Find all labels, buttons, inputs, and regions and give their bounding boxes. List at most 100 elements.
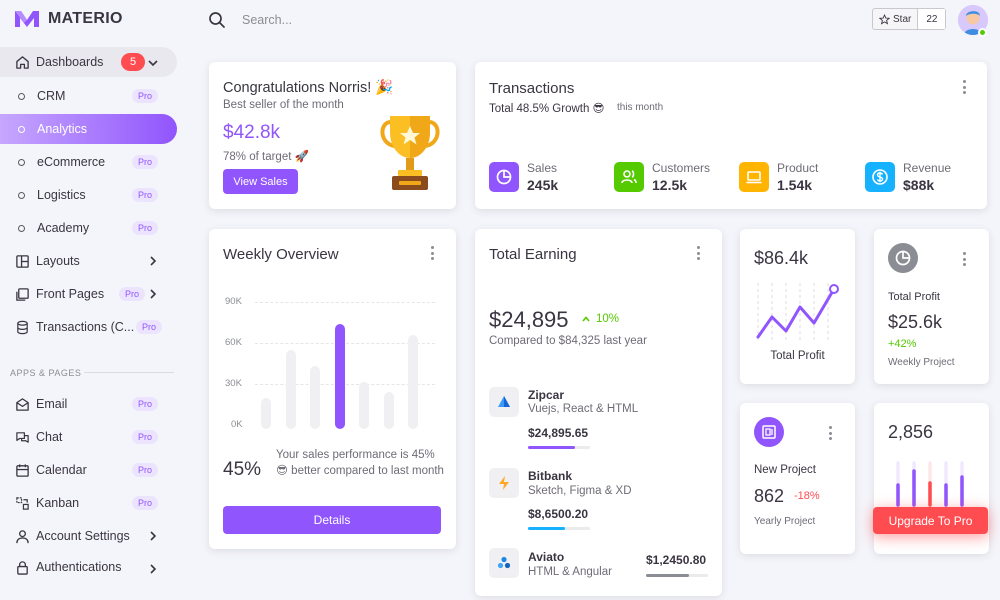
home-icon (14, 54, 30, 70)
sidebar-item-account-settings[interactable]: Account Settings (0, 521, 177, 551)
sidebar-item-transactions[interactable]: Transactions (C... Pro (0, 312, 177, 342)
trophy-icon (380, 116, 440, 190)
aviato-logo-icon (489, 548, 519, 578)
sidebar-item-label: CRM (37, 89, 66, 103)
sidebar-item-label: Chat (36, 430, 63, 444)
pro-badge: Pro (132, 430, 159, 444)
star-count[interactable]: 22 (917, 9, 946, 29)
section-divider (84, 372, 174, 373)
star-part[interactable]: Star (873, 9, 917, 29)
monitor-icon (746, 171, 762, 184)
stat-customers: Customers 12.5k (614, 161, 710, 193)
earning-item-sub: Sketch, Figma & XD (528, 485, 632, 497)
more-options-icon[interactable] (430, 246, 434, 260)
new-project-card: New Project 862 -18% Yearly Project (740, 403, 855, 554)
stat-product: Product 1.54k (739, 161, 818, 193)
transactions-period: this month (617, 102, 664, 113)
stat-label: Revenue (903, 161, 952, 175)
zipcar-logo-icon (489, 387, 519, 417)
brand[interactable]: MATERIO (14, 9, 123, 29)
sidebar-item-label: Calendar (36, 463, 87, 477)
stat-icon-box (865, 162, 895, 192)
weekly-bar (285, 350, 296, 429)
pro-badge: Pro (132, 221, 159, 235)
pro-badge: Pro (132, 188, 159, 202)
details-button[interactable]: Details (223, 506, 441, 534)
chevron-right-icon (150, 256, 157, 266)
stat-icon-box (614, 162, 644, 192)
pro-badge: Pro (136, 320, 163, 334)
sidebar-item-crm[interactable]: CRM Pro (0, 81, 177, 111)
sidebar-item-authentications[interactable]: Authentications (0, 554, 177, 580)
more-options-icon[interactable] (962, 80, 966, 94)
more-options-icon[interactable] (828, 426, 832, 440)
sidebar-item-ecommerce[interactable]: eCommerce Pro (0, 147, 177, 177)
search-input[interactable]: Search... (242, 13, 293, 27)
chevron-down-icon (148, 60, 158, 67)
profit-line-amount: $86.4k (754, 248, 809, 268)
briefcase-icon (754, 417, 784, 447)
profit-line-card: $86.4k Total Profit (740, 229, 855, 384)
circle-icon (18, 92, 25, 100)
pro-badge: Pro (132, 89, 159, 103)
sidebar-item-email[interactable]: Email Pro (0, 389, 177, 419)
sidebar-item-layouts[interactable]: Layouts (0, 246, 177, 276)
chevron-right-icon (150, 531, 157, 541)
stat-icon-box (489, 162, 519, 192)
sidebar-item-academy[interactable]: Academy Pro (0, 213, 177, 243)
stat-value: 12.5k (652, 177, 688, 193)
profit-line-label: Total Profit (770, 350, 825, 362)
notification-badge: 5 (121, 53, 145, 71)
view-sales-button[interactable]: View Sales (223, 169, 298, 194)
weekly-bar (261, 397, 271, 429)
sidebar-item-calendar[interactable]: Calendar Pro (0, 455, 177, 485)
sidebar-item-chat[interactable]: Chat Pro (0, 422, 177, 452)
sidebar-item-front-pages[interactable]: Front Pages Pro (0, 279, 177, 309)
upgrade-to-pro-button[interactable]: Upgrade To Pro (873, 507, 988, 534)
congrats-amount: $42.8k (223, 122, 281, 143)
sidebar-item-label: Authentications (36, 560, 122, 574)
new-project-change: -18% (794, 490, 820, 502)
more-options-icon[interactable] (962, 252, 966, 266)
sidebar-item-logistics[interactable]: Logistics Pro (0, 180, 177, 210)
sidebar-item-label: eCommerce (37, 155, 106, 169)
total-profit-card: Total Profit $25.6k +42% Weekly Project (874, 229, 989, 384)
earning-item-sub: Vuejs, React & HTML (528, 403, 639, 415)
stat-sales: Sales 245k (489, 161, 558, 193)
more-options-icon[interactable] (696, 246, 700, 260)
chevron-right-icon (150, 564, 157, 574)
pro-badge: Pro (132, 463, 159, 477)
mail-icon (14, 396, 30, 412)
weekly-description: Your sales performance is 45% 😎 better c… (276, 449, 444, 477)
y-tick-label: 60K (225, 337, 242, 348)
weekly-percent: 45% (223, 459, 262, 480)
transactions-card: Transactions Total 48.5% Growth 😎 this m… (475, 62, 987, 209)
sidebar-item-label: Logistics (37, 188, 86, 202)
total-profit-amount: $25.6k (888, 312, 943, 332)
y-tick-label: 0K (231, 419, 243, 430)
weekly-bar (359, 381, 369, 429)
search-icon[interactable] (208, 11, 226, 29)
y-tick-label: 30K (225, 378, 242, 389)
earning-amount: $24,895 (489, 307, 569, 332)
sidebar-item-label: Layouts (36, 254, 80, 268)
github-star-button[interactable]: Star 22 (872, 8, 947, 30)
new-project-label: New Project (754, 464, 816, 476)
sidebar-item-label: Academy (37, 221, 90, 235)
circle-icon (18, 158, 25, 166)
calendar-icon (14, 462, 30, 478)
congrats-title: Congratulations Norris! 🎉 (223, 80, 394, 96)
pro-badge: Pro (132, 155, 159, 169)
database-icon (14, 319, 30, 335)
progress-track (646, 574, 708, 577)
weekly-title: Weekly Overview (223, 246, 339, 263)
sidebar-item-analytics[interactable]: Analytics (0, 114, 177, 144)
pro-badge: Pro (132, 496, 159, 510)
earning-item-name: Bitbank (528, 469, 573, 483)
total-profit-change: +42% (888, 338, 917, 350)
grid-line (255, 302, 435, 303)
chevron-up-icon (582, 316, 590, 322)
sidebar-item-kanban[interactable]: Kanban Pro (0, 488, 177, 518)
sidebar-item-label: Front Pages (36, 287, 105, 301)
sidebar-item-dashboards[interactable]: Dashboards 5 (0, 47, 177, 77)
